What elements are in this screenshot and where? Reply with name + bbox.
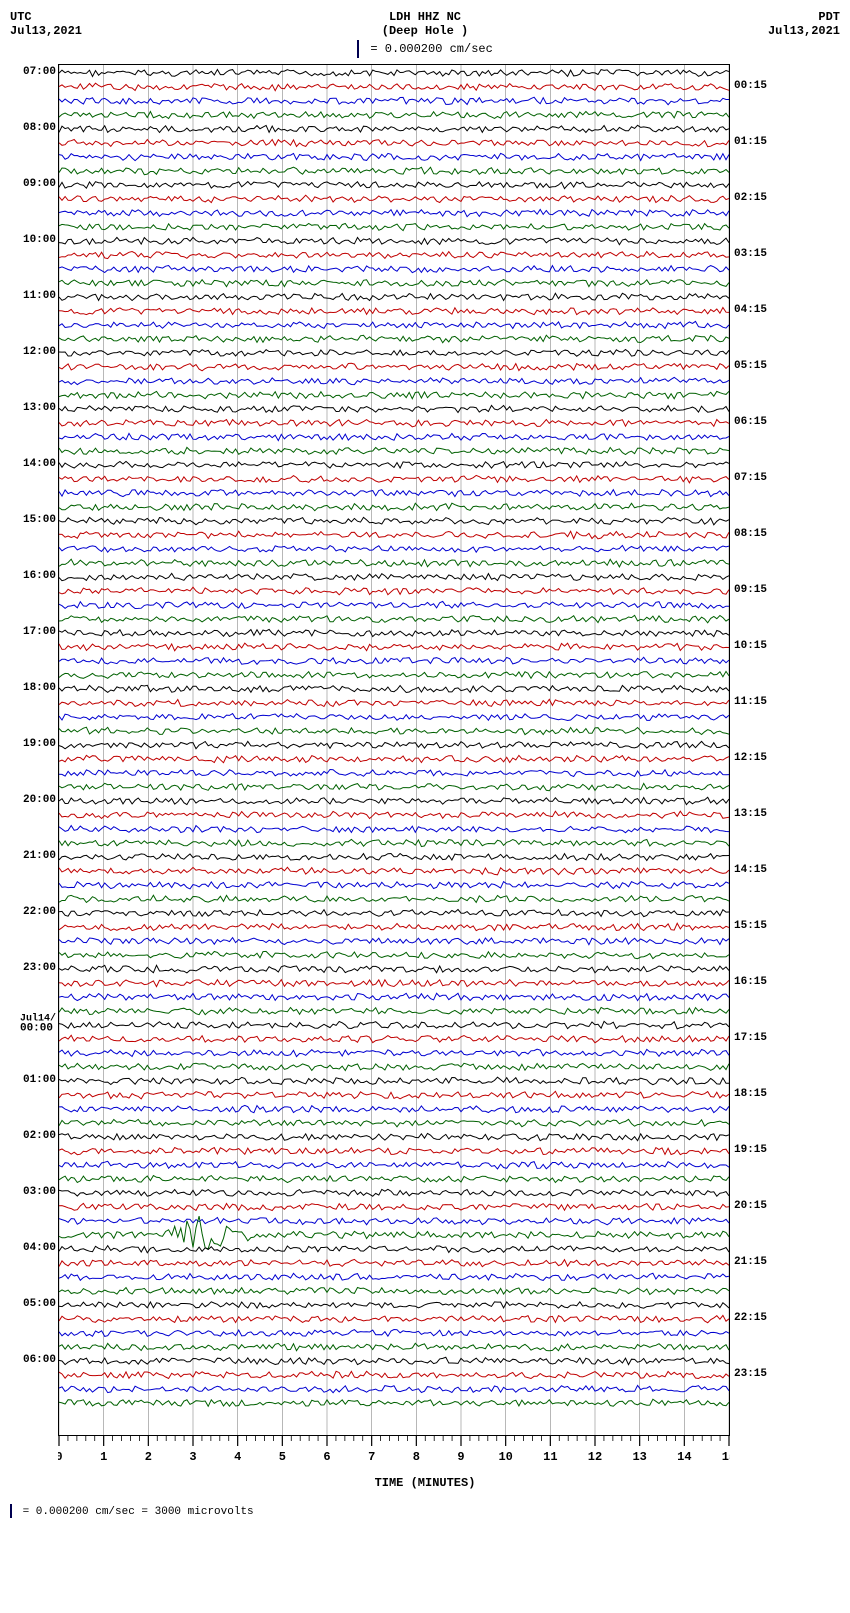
svg-text:10: 10 xyxy=(498,1450,512,1464)
yaxis-right-tick: 18:15 xyxy=(734,1088,767,1100)
yaxis-left-tick: 10:00 xyxy=(23,234,56,246)
yaxis-right-tick: 01:15 xyxy=(734,136,767,148)
svg-text:14: 14 xyxy=(677,1450,691,1464)
yaxis-left-tick: 12:00 xyxy=(23,346,56,358)
svg-text:11: 11 xyxy=(543,1450,557,1464)
yaxis-left-tick: 02:00 xyxy=(23,1130,56,1142)
yaxis-left-tick: 18:00 xyxy=(23,682,56,694)
plot-wrap: 07:00 08:00 09:00 10:00 11:00 12:00 13:00 14:00… xyxy=(10,64,840,1436)
yaxis-right-tick: 17:15 xyxy=(734,1032,767,1044)
svg-text:5: 5 xyxy=(279,1450,286,1464)
yaxis-right-tick: 00:15 xyxy=(734,80,767,92)
yaxis-left-tick: 01:00 xyxy=(23,1074,56,1086)
yaxis-right: 00:15 01:15 02:15 03:15 04:15 05:15 06:15 07:15… xyxy=(730,64,790,1434)
yaxis-right-tick: 03:15 xyxy=(734,248,767,260)
yaxis-left-tick: 17:00 xyxy=(23,626,56,638)
yaxis-right-tick: 19:15 xyxy=(734,1144,767,1156)
date-right-label: Jul13,2021 xyxy=(760,24,840,38)
header-right: PDT Jul13,2021 xyxy=(760,10,840,38)
yaxis-right-tick: 09:15 xyxy=(734,584,767,596)
yaxis-right-tick: 22:15 xyxy=(734,1312,767,1324)
svg-text:7: 7 xyxy=(368,1450,375,1464)
scale-text: = 0.000200 cm/sec xyxy=(370,42,492,56)
yaxis-left: 07:00 08:00 09:00 10:00 11:00 12:00 13:00 14:00… xyxy=(10,64,58,1434)
yaxis-left-tick: 03:00 xyxy=(23,1186,56,1198)
yaxis-left-tick: 11:00 xyxy=(23,290,56,302)
yaxis-right-tick: 21:15 xyxy=(734,1256,767,1268)
station-name: (Deep Hole ) xyxy=(90,24,760,38)
svg-text:3: 3 xyxy=(189,1450,196,1464)
yaxis-left-tick: 04:00 xyxy=(23,1242,56,1254)
yaxis-right-tick: 23:15 xyxy=(734,1368,767,1380)
tz-right-label: PDT xyxy=(760,10,840,24)
header-center: LDH HHZ NC (Deep Hole ) xyxy=(90,10,760,38)
yaxis-right-tick: 20:15 xyxy=(734,1200,767,1212)
yaxis-right-tick: 15:15 xyxy=(734,920,767,932)
yaxis-left-tick: 23:00 xyxy=(23,962,56,974)
yaxis-left-tick: 20:00 xyxy=(23,794,56,806)
yaxis-right-tick: 10:15 xyxy=(734,640,767,652)
yaxis-right-tick: 07:15 xyxy=(734,472,767,484)
yaxis-left-tick: 15:00 xyxy=(23,514,56,526)
yaxis-left-tick: Jul14/00:00 xyxy=(20,1014,56,1035)
date-left-label: Jul13,2021 xyxy=(10,24,90,38)
seismogram-container: UTC Jul13,2021 LDH HHZ NC (Deep Hole ) P… xyxy=(10,10,840,1518)
yaxis-right-tick: 08:15 xyxy=(734,528,767,540)
xaxis-label: TIME (MINUTES) xyxy=(10,1476,840,1490)
yaxis-right-tick: 06:15 xyxy=(734,416,767,428)
yaxis-right-tick: 05:15 xyxy=(734,360,767,372)
svg-text:15: 15 xyxy=(722,1450,730,1464)
svg-text:6: 6 xyxy=(323,1450,330,1464)
yaxis-left-tick: 07:00 xyxy=(23,66,56,78)
scale-bar-icon xyxy=(357,40,359,58)
yaxis-right-tick: 02:15 xyxy=(734,192,767,204)
scale-bar-footer-icon xyxy=(10,1504,12,1518)
yaxis-right-tick: 13:15 xyxy=(734,808,767,820)
footer: = 0.000200 cm/sec = 3000 microvolts xyxy=(10,1504,840,1518)
yaxis-left-tick: 19:00 xyxy=(23,738,56,750)
yaxis-left-tick: 22:00 xyxy=(23,906,56,918)
yaxis-right-tick: 14:15 xyxy=(734,864,767,876)
xaxis: 0123456789101112131415 xyxy=(58,1436,730,1476)
yaxis-left-tick: 09:00 xyxy=(23,178,56,190)
svg-text:1: 1 xyxy=(100,1450,107,1464)
yaxis-left-tick: 14:00 xyxy=(23,458,56,470)
yaxis-left-tick: 16:00 xyxy=(23,570,56,582)
yaxis-left-tick: 13:00 xyxy=(23,402,56,414)
yaxis-right-tick: 11:15 xyxy=(734,696,767,708)
svg-text:0: 0 xyxy=(58,1450,63,1464)
yaxis-left-tick: 05:00 xyxy=(23,1298,56,1310)
tz-left-label: UTC xyxy=(10,10,90,24)
header-left: UTC Jul13,2021 xyxy=(10,10,90,38)
scale-indicator: = 0.000200 cm/sec xyxy=(10,40,840,58)
svg-text:13: 13 xyxy=(632,1450,646,1464)
yaxis-left-tick: 06:00 xyxy=(23,1354,56,1366)
header: UTC Jul13,2021 LDH HHZ NC (Deep Hole ) P… xyxy=(10,10,840,38)
svg-text:8: 8 xyxy=(413,1450,420,1464)
yaxis-left-tick: 21:00 xyxy=(23,850,56,862)
station-code: LDH HHZ NC xyxy=(90,10,760,24)
svg-text:2: 2 xyxy=(145,1450,152,1464)
yaxis-right-tick: 04:15 xyxy=(734,304,767,316)
svg-text:4: 4 xyxy=(234,1450,241,1464)
yaxis-right-tick: 16:15 xyxy=(734,976,767,988)
yaxis-left-tick: 08:00 xyxy=(23,122,56,134)
helicorder-plot xyxy=(58,64,730,1436)
footer-text: = 0.000200 cm/sec = 3000 microvolts xyxy=(23,1506,254,1518)
svg-text:12: 12 xyxy=(588,1450,602,1464)
svg-text:9: 9 xyxy=(457,1450,464,1464)
yaxis-right-tick: 12:15 xyxy=(734,752,767,764)
